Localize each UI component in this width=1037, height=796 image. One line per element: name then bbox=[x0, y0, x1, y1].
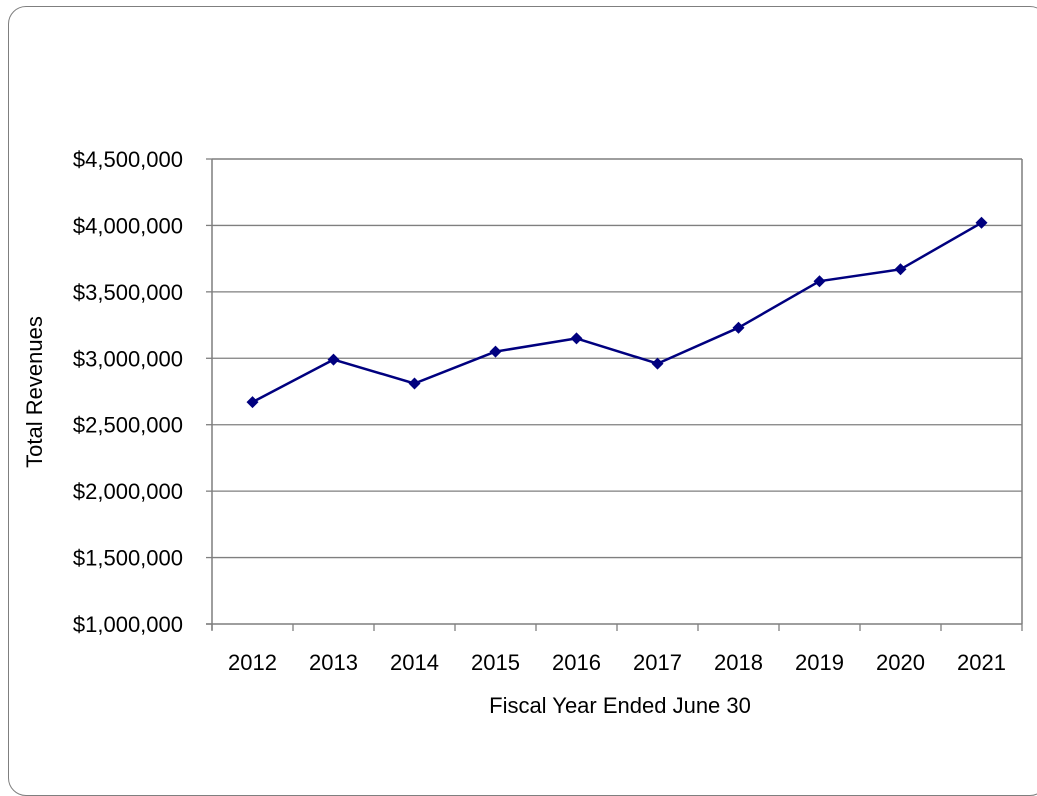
y-tick-labels: $1,000,000 $1,500,000 $2,000,000 $2,500,000… bbox=[73, 147, 183, 637]
data-point-marker bbox=[975, 216, 988, 229]
data-point-marker bbox=[651, 357, 664, 370]
data-point-marker bbox=[894, 263, 907, 276]
series-line bbox=[251, 221, 983, 404]
data-point-marker bbox=[246, 396, 259, 409]
y-tick-label: $1,500,000 bbox=[73, 546, 183, 571]
data-point-marker bbox=[408, 377, 421, 390]
data-point-marker bbox=[327, 353, 340, 366]
data-point-marker bbox=[489, 345, 502, 358]
gridlines bbox=[206, 158, 1022, 625]
series-line-group bbox=[251, 221, 983, 404]
y-tick-label: $2,000,000 bbox=[73, 479, 183, 504]
data-point-marker bbox=[813, 275, 826, 288]
x-tick-labels: 2012 2013 2014 2015 2016 2017 2018 2019 2020 2021 bbox=[228, 650, 1006, 675]
y-tick-label: $4,000,000 bbox=[73, 213, 183, 238]
x-tick-label: 2017 bbox=[633, 650, 682, 675]
y-tick-label: $2,500,000 bbox=[73, 413, 183, 438]
x-tick-label: 2019 bbox=[795, 650, 844, 675]
x-tick-label: 2021 bbox=[957, 650, 1006, 675]
x-tick-label: 2014 bbox=[390, 650, 439, 675]
x-tick-label: 2016 bbox=[552, 650, 601, 675]
markers bbox=[246, 216, 988, 409]
data-point-marker bbox=[732, 321, 745, 334]
y-tick-label: $3,500,000 bbox=[73, 280, 183, 305]
x-tick-marks bbox=[211, 624, 1023, 631]
y-tick-label: $4,500,000 bbox=[73, 147, 183, 172]
x-tick-label: 2015 bbox=[471, 650, 520, 675]
x-tick-label: 2012 bbox=[228, 650, 277, 675]
x-tick-label: 2018 bbox=[714, 650, 763, 675]
y-tick-label: $1,000,000 bbox=[73, 612, 183, 637]
data-point-marker bbox=[570, 332, 583, 345]
y-tick-label: $3,000,000 bbox=[73, 346, 183, 371]
plot-area bbox=[206, 158, 1023, 630]
y-axis-title: Total Revenues bbox=[22, 316, 47, 468]
chart-frame bbox=[8, 6, 1037, 796]
x-tick-label: 2013 bbox=[309, 650, 358, 675]
x-axis-title: Fiscal Year Ended June 30 bbox=[489, 693, 751, 718]
x-tick-label: 2020 bbox=[876, 650, 925, 675]
